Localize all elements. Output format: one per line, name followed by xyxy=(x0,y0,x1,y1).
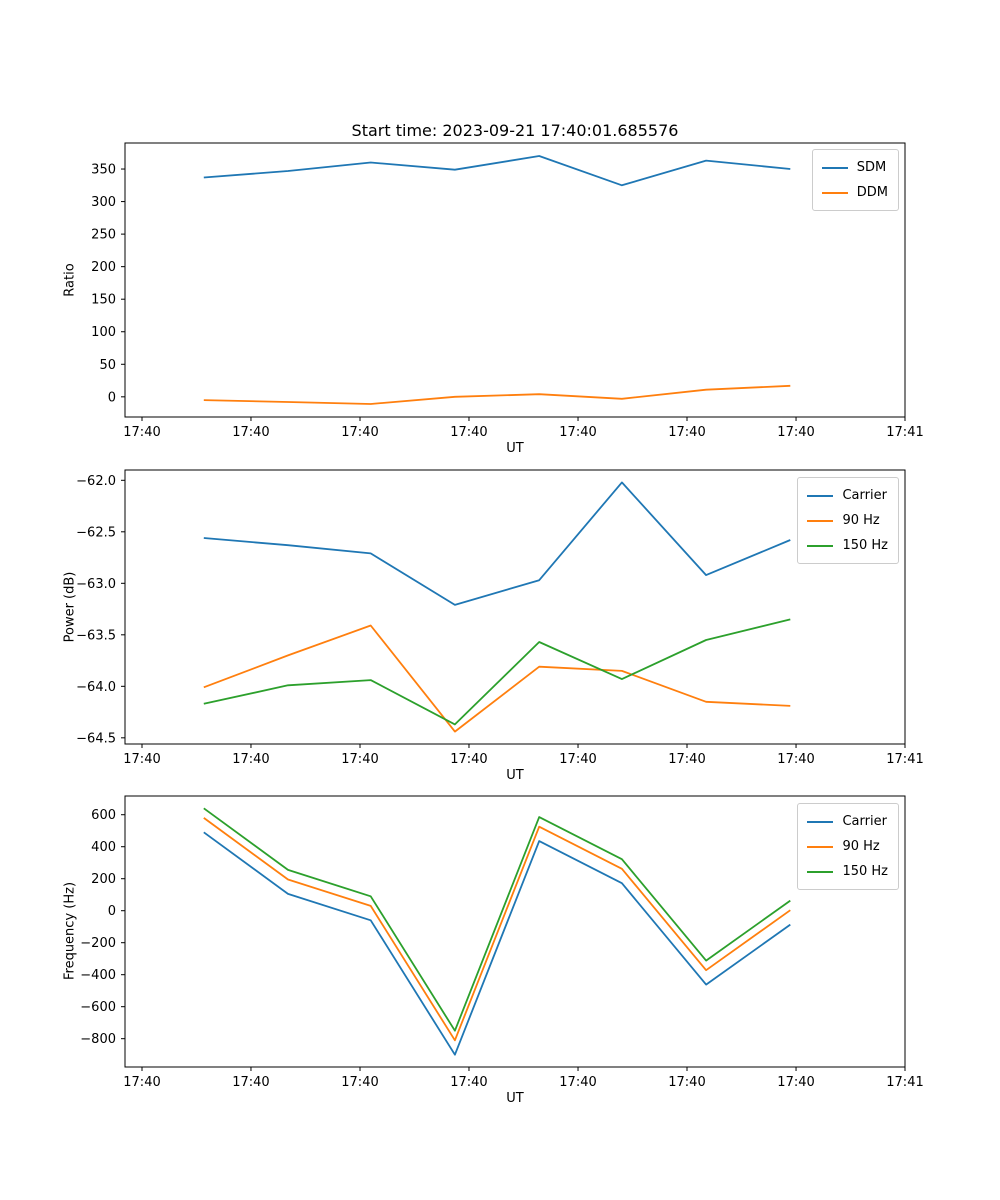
plot3: 600 400 200 0 −200 −400 −600 −800 17:40 17:40 17:4… xyxy=(80,795,924,1090)
plot1: 0 50 100 150 200 250 300 350 17:40 17:40 17:40 17:4… xyxy=(91,142,924,440)
plot3-legend: Carrier 90 Hz 150 Hz xyxy=(797,803,899,890)
legend-item-90hz: 90 Hz xyxy=(807,508,888,533)
plot1-x-tick-label: 17:40 xyxy=(450,425,487,440)
plot1-x-tick-label: 17:40 xyxy=(232,425,269,440)
legend-label-carrier: Carrier xyxy=(842,814,887,829)
sdm-line-swatch xyxy=(821,166,848,169)
150hz-line-swatch xyxy=(807,544,834,547)
plot3-x-tick-label: 17:40 xyxy=(123,1075,160,1090)
figure-title: Start time: 2023-09-21 17:40:01.685576 xyxy=(351,121,679,140)
plot2-series-carrier xyxy=(203,481,791,606)
plot3-y-tick-label: 0 xyxy=(108,904,116,919)
plot3-x-tick-label: 17:40 xyxy=(232,1075,269,1090)
plot3-y-tick-label: 200 xyxy=(91,872,116,887)
plot2-y-tick-label: −63.0 xyxy=(76,577,116,592)
plot1-x-tick-label: 17:41 xyxy=(886,425,923,440)
plot3-x-tick-label: 17:40 xyxy=(450,1075,487,1090)
legend-label-90hz: 90 Hz xyxy=(842,513,880,528)
plot3-y-tick-label: −400 xyxy=(80,968,116,983)
plot2-series-150-hz xyxy=(203,618,791,726)
legend-label-150hz: 150 Hz xyxy=(842,538,888,553)
plot2: −62.0 −62.5 −63.0 −63.5 −64.0 −64.5 17:40 17:40… xyxy=(76,469,924,767)
plot2-y-axis-label: Power (dB) xyxy=(62,571,78,643)
plot3-y-tick-label: 400 xyxy=(91,840,116,855)
plot2-x-axis-label: UT xyxy=(506,768,524,783)
plot3-axes-box xyxy=(124,795,906,1068)
plot3-x-axis-label: UT xyxy=(506,1091,524,1106)
plot1-y-tick-label: 100 xyxy=(91,325,116,340)
legend-item-carrier: Carrier xyxy=(807,483,888,508)
plot3-series-carrier xyxy=(203,831,791,1056)
plot1-y-axis-label: Ratio xyxy=(62,263,78,297)
plot2-y-tick-label: −64.0 xyxy=(76,680,116,695)
plot1-y-tick-label: 250 xyxy=(91,228,116,243)
legend-label-150hz: 150 Hz xyxy=(842,864,888,879)
plot2-series-90-hz xyxy=(203,624,791,733)
legend-item-ddm: DDM xyxy=(821,180,888,205)
plot1-y-tick-label: 350 xyxy=(91,163,116,178)
legend-item-90hz: 90 Hz xyxy=(807,834,888,859)
plot1-x-tick-label: 17:40 xyxy=(559,425,596,440)
plot1-y-tick-label: 0 xyxy=(108,390,116,405)
plot1-x-tick-label: 17:40 xyxy=(123,425,160,440)
plot2-x-tick-label: 17:41 xyxy=(886,752,923,767)
plot1-y-tick-label: 300 xyxy=(91,195,116,210)
legend-item-150hz: 150 Hz xyxy=(807,533,888,558)
plot2-y-tick-label: −63.5 xyxy=(76,628,116,643)
legend-item-sdm: SDM xyxy=(821,155,888,180)
plot1-x-tick-label: 17:40 xyxy=(777,425,814,440)
plot2-x-tick-label: 17:40 xyxy=(232,752,269,767)
plot2-x-tick-label: 17:40 xyxy=(559,752,596,767)
plot3-x-tick-label: 17:40 xyxy=(777,1075,814,1090)
plot3-y-tick-label: −600 xyxy=(80,1000,116,1015)
legend-item-carrier: Carrier xyxy=(807,809,888,834)
plot3-y-tick-label: 600 xyxy=(91,808,116,823)
plot2-legend: Carrier 90 Hz 150 Hz xyxy=(797,477,899,564)
legend-label-sdm: SDM xyxy=(856,160,887,175)
plot3-x-tick-label: 17:40 xyxy=(559,1075,596,1090)
plot3-x-tick-label: 17:40 xyxy=(668,1075,705,1090)
90hz-line-swatch xyxy=(807,519,834,522)
plot3-y-tick-label: −200 xyxy=(80,936,116,951)
plot1-y-tick-label: 200 xyxy=(91,260,116,275)
legend-label-ddm: DDM xyxy=(856,185,888,200)
plot3-y-tick-label: −800 xyxy=(80,1032,116,1047)
carrier-line-swatch xyxy=(807,494,834,497)
plot3-series-90-hz xyxy=(203,817,791,1042)
plot1-x-tick-label: 17:40 xyxy=(341,425,378,440)
ddm-line-swatch xyxy=(821,191,848,194)
plot1-series-ddm xyxy=(203,384,791,405)
legend-label-90hz: 90 Hz xyxy=(842,839,880,854)
90hz-line-swatch xyxy=(807,845,834,848)
150hz-line-swatch xyxy=(807,870,834,873)
plot2-axes-box xyxy=(124,469,906,745)
legend-item-150hz: 150 Hz xyxy=(807,859,888,884)
plot2-y-tick-label: −64.5 xyxy=(76,731,116,746)
plot2-y-tick-label: −62.5 xyxy=(76,525,116,540)
plot2-x-tick-label: 17:40 xyxy=(341,752,378,767)
plot2-x-tick-label: 17:40 xyxy=(668,752,705,767)
plot1-legend: SDM DDM xyxy=(811,149,899,211)
plot1-axes-box xyxy=(124,142,906,418)
plot1-y-tick-label: 50 xyxy=(99,358,116,373)
plot2-x-tick-label: 17:40 xyxy=(123,752,160,767)
plot3-x-tick-label: 17:41 xyxy=(886,1075,923,1090)
plot2-y-tick-label: −62.0 xyxy=(76,474,116,489)
plot3-series-150-hz xyxy=(203,807,791,1032)
plot3-x-tick-label: 17:40 xyxy=(341,1075,378,1090)
plot1-x-tick-label: 17:40 xyxy=(668,425,705,440)
plot2-x-tick-label: 17:40 xyxy=(450,752,487,767)
plot1-y-tick-label: 150 xyxy=(91,293,116,308)
legend-label-carrier: Carrier xyxy=(842,488,887,503)
plot3-y-axis-label: Frequency (Hz) xyxy=(62,881,78,981)
carrier-line-swatch xyxy=(807,820,834,823)
plot2-x-tick-label: 17:40 xyxy=(777,752,814,767)
plot1-series-sdm xyxy=(203,155,791,187)
plot1-x-axis-label: UT xyxy=(506,441,524,456)
